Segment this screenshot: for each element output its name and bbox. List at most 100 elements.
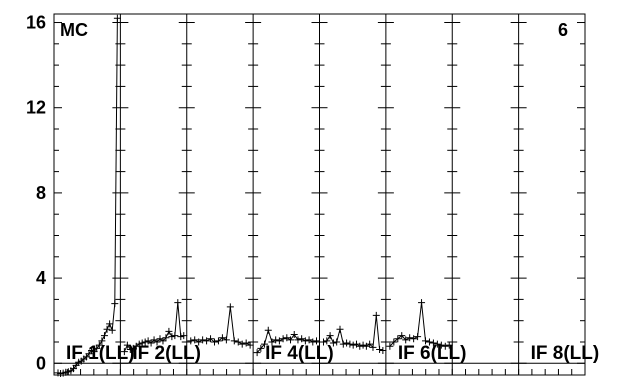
series-3 bbox=[187, 303, 254, 349]
data-point bbox=[433, 340, 441, 348]
data-point bbox=[329, 339, 337, 347]
data-point bbox=[207, 335, 215, 343]
data-point bbox=[203, 337, 211, 345]
data-point bbox=[313, 337, 320, 345]
data-point bbox=[369, 343, 377, 351]
data-point bbox=[283, 334, 291, 342]
data-point bbox=[301, 337, 309, 345]
data-point bbox=[425, 338, 433, 346]
data-point bbox=[333, 338, 341, 346]
data-point bbox=[199, 336, 207, 344]
data-point bbox=[309, 338, 317, 346]
data-point bbox=[366, 340, 374, 348]
data-point bbox=[429, 339, 437, 347]
data-point bbox=[437, 341, 445, 349]
data-point bbox=[171, 332, 179, 340]
data-point bbox=[339, 340, 347, 348]
data-point bbox=[346, 340, 354, 348]
data-point bbox=[272, 336, 280, 344]
data-point bbox=[191, 336, 199, 344]
data-point bbox=[422, 337, 429, 345]
data-point bbox=[336, 325, 344, 333]
data-point bbox=[214, 337, 222, 345]
data-point bbox=[153, 338, 161, 346]
data-point bbox=[238, 340, 246, 348]
data-point bbox=[103, 325, 111, 333]
data-point bbox=[343, 339, 351, 347]
data-point bbox=[111, 300, 119, 308]
data-point bbox=[106, 320, 114, 328]
data-point bbox=[100, 332, 108, 340]
panel-label: IF 6(LL) bbox=[398, 343, 467, 364]
data-point bbox=[379, 347, 387, 355]
data-point bbox=[138, 339, 146, 347]
series-line bbox=[57, 18, 118, 375]
data-point bbox=[287, 336, 295, 344]
data-point bbox=[445, 341, 453, 349]
data-point bbox=[162, 334, 170, 342]
data-point bbox=[108, 326, 116, 334]
data-point bbox=[279, 335, 287, 343]
panel-number: 6 bbox=[558, 20, 568, 40]
data-point bbox=[298, 335, 306, 343]
data-point bbox=[174, 299, 182, 307]
data-point bbox=[246, 341, 254, 349]
y-tick-label: 8 bbox=[36, 183, 46, 203]
data-point bbox=[257, 344, 265, 352]
y-tick-label: 0 bbox=[36, 353, 46, 373]
data-point bbox=[253, 349, 261, 357]
series-1 bbox=[54, 14, 121, 378]
data-point bbox=[323, 337, 331, 345]
series-line bbox=[190, 306, 251, 346]
data-point bbox=[275, 337, 283, 345]
data-point bbox=[359, 341, 367, 349]
data-point bbox=[290, 331, 298, 339]
data-point bbox=[211, 338, 218, 346]
data-point bbox=[95, 341, 103, 349]
data-point bbox=[294, 336, 302, 344]
data-point bbox=[414, 333, 422, 341]
data-point bbox=[268, 338, 276, 346]
panel-label: IF 1(LL) bbox=[66, 343, 135, 364]
data-point bbox=[165, 327, 173, 335]
data-point bbox=[390, 338, 398, 346]
data-point bbox=[222, 336, 230, 344]
data-point bbox=[123, 341, 131, 349]
panel-labels: IF 1(LL)IF 2(LL) IF 4(LL) IF 6(LL) IF 8(LL) bbox=[66, 343, 599, 364]
y-tick-label: 12 bbox=[26, 98, 46, 118]
panel-title: MC bbox=[60, 20, 88, 40]
series-layer bbox=[54, 14, 453, 378]
series-5 bbox=[320, 311, 387, 355]
data-point bbox=[98, 337, 106, 345]
data-point bbox=[410, 335, 418, 343]
data-point bbox=[226, 303, 234, 311]
series-4 bbox=[253, 326, 320, 357]
data-point bbox=[261, 340, 269, 348]
chart-axes bbox=[53, 13, 586, 376]
data-point bbox=[349, 341, 357, 349]
data-point bbox=[113, 14, 121, 22]
data-point bbox=[147, 339, 155, 347]
y-axis-ticks: 0 4 8 12 16 bbox=[26, 13, 46, 374]
data-point bbox=[242, 339, 250, 347]
data-point bbox=[441, 342, 449, 350]
data-point bbox=[126, 345, 134, 353]
data-point bbox=[168, 333, 176, 341]
data-point bbox=[394, 335, 402, 343]
y-tick-label: 16 bbox=[26, 13, 46, 33]
data-point bbox=[376, 345, 384, 353]
series-line bbox=[389, 302, 450, 347]
data-point bbox=[320, 338, 327, 346]
data-point bbox=[180, 332, 188, 340]
data-point bbox=[135, 340, 143, 348]
data-point bbox=[406, 334, 414, 342]
data-point bbox=[418, 299, 426, 307]
data-point bbox=[120, 348, 128, 356]
data-point bbox=[386, 342, 394, 350]
data-point bbox=[195, 338, 203, 346]
data-point bbox=[402, 336, 410, 344]
data-point bbox=[326, 332, 334, 340]
data-point bbox=[159, 337, 167, 345]
data-point bbox=[356, 342, 364, 350]
